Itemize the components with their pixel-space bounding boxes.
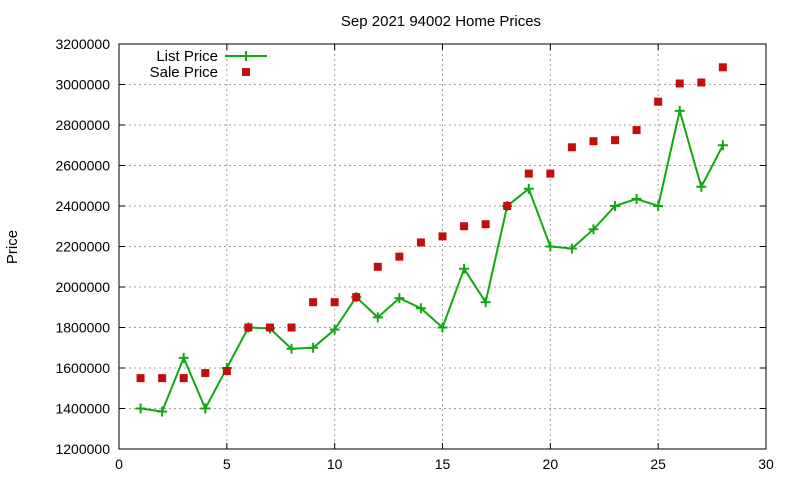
y-tick-label: 1600000 [55, 360, 110, 376]
list-price-point [372, 312, 383, 323]
sale-price-point [309, 298, 318, 307]
list-price-point [437, 322, 448, 333]
chart-title: Sep 2021 94002 Home Prices [341, 13, 541, 30]
list-price-point [200, 403, 211, 414]
sale-price-point [460, 222, 469, 231]
sale-price-point [416, 238, 425, 247]
sale-price-point [373, 262, 382, 271]
y-tick-label: 1800000 [55, 320, 110, 336]
list-price-point [415, 303, 426, 314]
sale-price-point [481, 220, 490, 229]
sale-price-point [611, 136, 620, 145]
x-tick-label: 25 [650, 456, 666, 472]
list-price-point [545, 241, 556, 252]
y-tick-label: 3200000 [55, 36, 110, 52]
list-price-point [717, 140, 728, 151]
x-tick-label: 30 [758, 456, 774, 472]
list-price-point [157, 406, 168, 417]
sale-price-point [654, 97, 663, 106]
sale-price-point [265, 323, 274, 332]
list-price-point [696, 181, 707, 192]
list-price-point [588, 224, 599, 235]
y-tick-label: 1400000 [55, 401, 110, 417]
y-tick-label: 2600000 [55, 158, 110, 174]
sale-price-point [675, 79, 684, 88]
list-price-point [308, 342, 319, 353]
y-tick-label: 2800000 [55, 117, 110, 133]
list-price-point [459, 263, 470, 274]
x-tick-label: 5 [223, 456, 231, 472]
x-tick-label: 0 [115, 456, 123, 472]
legend-label-list-price: List Price [156, 48, 218, 65]
legend-label-sale-price: Sale Price [150, 64, 218, 81]
x-tick-label: 10 [327, 456, 343, 472]
list-price-point [329, 324, 340, 335]
sale-price-point [632, 126, 641, 135]
sale-price-point [352, 293, 361, 302]
sale-price-point [179, 374, 188, 383]
y-tick-label: 2400000 [55, 198, 110, 214]
plot-frame [118, 43, 767, 450]
x-tick-label: 20 [543, 456, 559, 472]
sale-price-point [524, 169, 533, 178]
sale-price-point [718, 63, 727, 72]
sale-price-point [287, 323, 296, 332]
list-price-point [480, 297, 491, 308]
legend-marker-list-price [241, 51, 251, 61]
list-price-point [394, 293, 405, 304]
list-price-point [610, 201, 621, 211]
y-axis-label: Price [4, 230, 21, 264]
sale-price-point [697, 78, 706, 87]
sale-price-point [330, 298, 339, 307]
axis-ticks: 1200000 1400000 1600000 1800000 2000000 22000… [55, 36, 774, 472]
y-tick-label: 2200000 [55, 239, 110, 255]
list-price-point [566, 243, 577, 254]
list-price-point [178, 352, 189, 363]
series [135, 63, 728, 417]
sale-price-point [244, 323, 253, 332]
list-price-point [286, 343, 297, 354]
list-price-point [653, 201, 664, 211]
sale-price-point [201, 369, 210, 378]
sale-price-point [567, 143, 576, 152]
sale-price-point [589, 137, 598, 146]
y-tick-label: 3000000 [55, 77, 110, 93]
sale-price-point [158, 374, 167, 383]
x-tick-label: 15 [435, 456, 451, 472]
list-price-line [140, 109, 724, 413]
sale-price-point [136, 374, 145, 383]
y-tick-label: 2000000 [55, 279, 110, 295]
list-price-point [631, 193, 642, 204]
list-price-point [523, 183, 534, 194]
sale-price-point [395, 252, 404, 261]
sale-price-point [546, 169, 555, 178]
list-price-point [674, 105, 685, 116]
list-price-point [135, 403, 146, 414]
sale-price-point [503, 202, 512, 210]
y-tick-label: 1200000 [55, 441, 110, 457]
sale-price-point [222, 367, 231, 376]
legend-swatch-sale-price [242, 68, 250, 76]
sale-price-point [438, 232, 447, 241]
